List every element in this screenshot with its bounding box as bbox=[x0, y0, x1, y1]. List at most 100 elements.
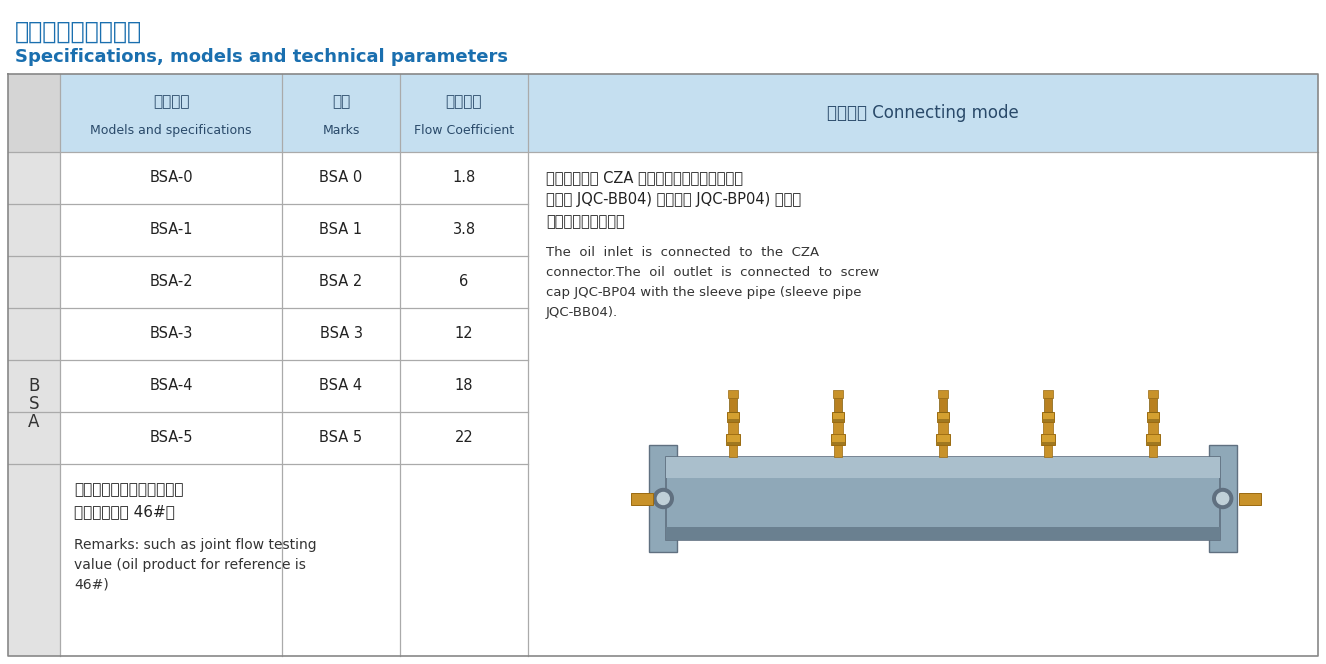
Text: BSA 1: BSA 1 bbox=[320, 222, 362, 238]
Bar bbox=[728, 442, 736, 457]
Bar bbox=[834, 442, 842, 457]
Bar bbox=[833, 390, 843, 398]
Bar bbox=[631, 493, 654, 505]
Circle shape bbox=[654, 489, 674, 509]
Bar bbox=[937, 422, 948, 434]
Bar bbox=[60, 256, 528, 308]
Bar bbox=[728, 398, 736, 412]
Bar bbox=[1209, 445, 1237, 552]
Text: S: S bbox=[29, 395, 40, 413]
Bar bbox=[725, 434, 740, 446]
Bar bbox=[937, 390, 948, 398]
Bar bbox=[60, 464, 528, 656]
Text: BSA-3: BSA-3 bbox=[150, 327, 192, 341]
Text: BSA 5: BSA 5 bbox=[320, 430, 362, 446]
Text: BSA-0: BSA-0 bbox=[150, 171, 192, 185]
Bar bbox=[1044, 442, 1053, 457]
Bar bbox=[1042, 412, 1054, 422]
Bar bbox=[60, 412, 528, 464]
Bar bbox=[1041, 434, 1055, 446]
Bar bbox=[1042, 419, 1054, 422]
Bar bbox=[831, 412, 843, 422]
Bar bbox=[936, 434, 949, 446]
Bar bbox=[1147, 434, 1160, 446]
Text: Flow Coefficient: Flow Coefficient bbox=[414, 124, 514, 137]
Text: 12: 12 bbox=[455, 327, 473, 341]
Text: A: A bbox=[28, 413, 40, 431]
Text: 进油口方向与 CZA 连接体连接。出油口方向与: 进油口方向与 CZA 连接体连接。出油口方向与 bbox=[546, 170, 743, 185]
Bar bbox=[831, 434, 845, 446]
Bar bbox=[725, 442, 740, 446]
Text: （常用于支路前端）: （常用于支路前端） bbox=[546, 214, 625, 229]
Bar bbox=[1147, 442, 1160, 446]
Bar bbox=[728, 390, 737, 398]
Bar bbox=[528, 152, 1318, 656]
Text: 流量系数: 流量系数 bbox=[446, 94, 483, 109]
Text: Models and specifications: Models and specifications bbox=[90, 124, 252, 137]
Text: Remarks: such as joint flow testing: Remarks: such as joint flow testing bbox=[74, 538, 317, 552]
Text: 6: 6 bbox=[459, 274, 468, 290]
Text: BSA-1: BSA-1 bbox=[150, 222, 192, 238]
Bar bbox=[936, 442, 949, 446]
Bar bbox=[1150, 398, 1158, 412]
Text: cap JQC-BP04 with the sleeve pipe (sleeve pipe: cap JQC-BP04 with the sleeve pipe (sleev… bbox=[546, 286, 862, 299]
Bar bbox=[831, 442, 845, 446]
Bar bbox=[650, 445, 678, 552]
Text: BSA 3: BSA 3 bbox=[320, 327, 362, 341]
Bar bbox=[8, 74, 60, 656]
Bar bbox=[937, 412, 949, 422]
Text: BSA 0: BSA 0 bbox=[320, 171, 362, 185]
Bar bbox=[666, 527, 1220, 540]
Text: 型号规格: 型号规格 bbox=[152, 94, 190, 109]
Bar bbox=[666, 457, 1220, 540]
Text: 22: 22 bbox=[455, 430, 473, 446]
Bar bbox=[60, 152, 528, 204]
Bar bbox=[728, 422, 737, 434]
Text: （参考油品为 46#）: （参考油品为 46#） bbox=[74, 504, 175, 519]
Bar bbox=[1044, 422, 1053, 434]
Text: 18: 18 bbox=[455, 378, 473, 394]
Text: 备注：比例接头流量测试值: 备注：比例接头流量测试值 bbox=[74, 482, 183, 497]
Text: 46#): 46#) bbox=[74, 578, 109, 592]
Bar bbox=[60, 204, 528, 256]
Text: 联接方式 Connecting mode: 联接方式 Connecting mode bbox=[827, 104, 1018, 122]
Text: JQC-BB04).: JQC-BB04). bbox=[546, 306, 618, 319]
Text: 标记: 标记 bbox=[332, 94, 350, 109]
Bar bbox=[1238, 493, 1261, 505]
Bar bbox=[939, 398, 947, 412]
Bar bbox=[60, 308, 528, 360]
Text: BSA-4: BSA-4 bbox=[150, 378, 192, 394]
Bar bbox=[834, 398, 842, 412]
Bar bbox=[937, 419, 949, 422]
Circle shape bbox=[1217, 493, 1229, 505]
Bar bbox=[1148, 422, 1159, 434]
Bar bbox=[1147, 412, 1159, 422]
Bar bbox=[8, 74, 60, 152]
Text: value (oil product for reference is: value (oil product for reference is bbox=[74, 558, 306, 572]
Text: 规格型号及技术参数: 规格型号及技术参数 bbox=[15, 20, 142, 44]
Text: BSA-5: BSA-5 bbox=[150, 430, 192, 446]
Text: Specifications, models and technical parameters: Specifications, models and technical par… bbox=[15, 48, 508, 66]
Bar bbox=[1147, 419, 1159, 422]
Bar bbox=[1044, 390, 1053, 398]
Text: BSA 2: BSA 2 bbox=[320, 274, 362, 290]
Bar bbox=[939, 442, 947, 457]
Text: BSA 4: BSA 4 bbox=[320, 378, 362, 394]
Text: B: B bbox=[28, 377, 40, 395]
Text: BSA-2: BSA-2 bbox=[150, 274, 192, 290]
Text: connector.The  oil  outlet  is  connected  to  screw: connector.The oil outlet is connected to… bbox=[546, 266, 879, 279]
Text: （套管 JQC-BB04) 和（螺帽 JQC-BP04) 连接。: （套管 JQC-BB04) 和（螺帽 JQC-BP04) 连接。 bbox=[546, 192, 801, 207]
Circle shape bbox=[658, 493, 670, 505]
Bar bbox=[1041, 442, 1055, 446]
Bar bbox=[60, 74, 1318, 152]
Bar bbox=[666, 457, 1220, 478]
Bar bbox=[8, 74, 1318, 656]
Bar bbox=[1044, 398, 1053, 412]
Circle shape bbox=[1213, 489, 1233, 509]
Bar bbox=[833, 422, 843, 434]
Bar bbox=[727, 412, 739, 422]
Text: The  oil  inlet  is  connected  to  the  CZA: The oil inlet is connected to the CZA bbox=[546, 246, 819, 259]
Text: Marks: Marks bbox=[322, 124, 359, 137]
Bar bbox=[1148, 390, 1159, 398]
Bar bbox=[727, 419, 739, 422]
